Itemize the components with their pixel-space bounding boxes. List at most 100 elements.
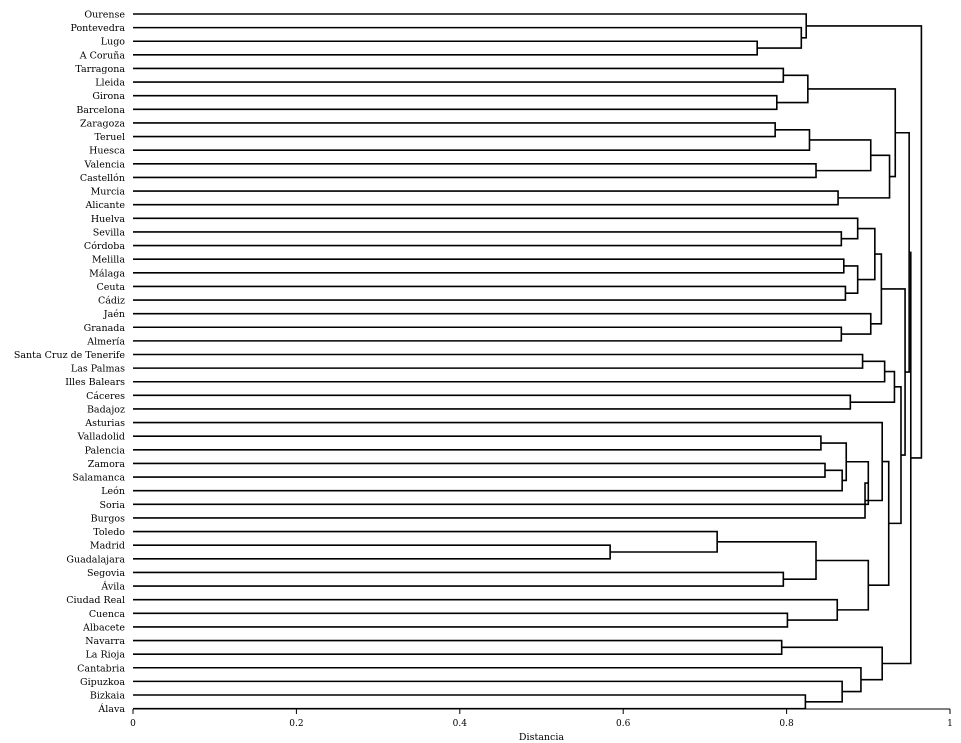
dendrogram-link [868,460,890,586]
dendrogram-link [133,544,611,560]
leaf-label: Tarragona [75,64,125,75]
dendrogram-link [133,258,845,274]
leaf-label: Alicante [85,200,126,211]
dendrogram-link [717,540,817,581]
leaf-label: Valladolid [77,432,125,443]
dendrogram-link [870,253,883,325]
dendrogram-link [133,462,826,478]
leaf-label: Ciudad Real [66,595,125,606]
leaf-label: Burgos [91,513,125,524]
dendrogram-link [133,469,843,492]
leaf-label: Navarra [85,636,125,647]
leaf-label: Soria [100,500,126,511]
dendrogram-link [816,559,870,611]
dendrogram-link [133,40,758,56]
x-tick-label: 0.6 [616,719,631,729]
dendrogram-link [133,421,883,502]
dendrogram-link [850,370,896,403]
leaf-label: Zamora [88,459,126,470]
dendrogram-link [133,163,817,179]
leaf-label: Las Palmas [71,364,125,375]
dendrogram-link [133,460,870,506]
leaf-label: Almería [86,336,125,347]
dendrogram-link [133,128,811,151]
dendrogram-link [133,482,869,519]
leaf-label: Bizkaia [90,691,125,702]
leaf-label: Ourense [84,10,125,21]
leaf-label: Melilla [92,255,126,266]
dendrogram-link [133,353,864,369]
dendrogram-link [133,26,803,49]
x-tick-label: 0.4 [453,719,468,729]
dendrogram-link [807,88,897,178]
dendrogram-link [776,74,809,104]
dendrogram-link [133,612,789,628]
dendrogram-link [133,231,843,247]
leaf-label: Álava [97,703,125,715]
dendrogram-link [133,680,843,703]
dendrogram-link [133,217,859,240]
leaf-label: Cádiz [98,296,125,307]
dendrogram-link [133,666,862,693]
leaf-label: Granada [84,323,126,334]
dendrogram-link [133,598,839,621]
leaf-label: León [101,486,125,497]
leaf-label: Pontevedra [70,23,125,34]
x-tick-label: 0.8 [779,719,794,729]
leaf-label: Valencia [84,159,126,170]
leaf-label: Lugo [101,37,126,48]
x-tick-label: 1 [947,719,953,729]
dendrogram-link [133,312,872,335]
leaf-label: Teruel [94,132,125,143]
x-ticks: 0 0.2 0.4 0.6 0.8 1 [130,709,953,729]
x-axis: 0 0.2 0.4 0.6 0.8 1 Distancia [130,708,953,743]
leaf-label: Sevilla [93,227,126,238]
dendrogram-link [133,530,718,553]
dendrogram-link [133,394,852,410]
dendrogram-link [133,122,776,138]
dendrogram-link [133,285,847,301]
dendrogram-link [133,694,807,710]
dendrogram-link [781,646,883,681]
leaf-label: Gipuzkoa [80,677,125,688]
x-tick-label: 0.2 [289,719,303,729]
leaf-label: La Rioja [85,650,125,661]
dendrogram-link [133,190,839,206]
dendrogram-link [133,360,886,383]
dendrogram-link [133,13,808,39]
leaf-label: Badajoz [87,404,125,415]
dendrogram-link [806,25,923,459]
leaf-label: Cantabria [77,663,125,674]
leaf-label: Cáceres [86,391,125,402]
leaf-label: Albacete [82,622,125,633]
leaf-label: A Coruña [79,50,126,61]
leaf-label: Málaga [89,268,125,279]
leaf-labels: Ourense Pontevedra Lugo A Coruña Tarragona Ll… [14,10,126,716]
x-axis-title: Distancia [519,732,564,743]
leaf-label: Salamanca [72,473,125,484]
leaf-label: Ceuta [97,282,126,293]
leaf-label: Barcelona [76,105,125,116]
leaf-label: Guadalajara [66,554,125,565]
leaf-label: Illes Balears [65,377,125,388]
dendrogram-link [133,326,843,342]
leaf-label: Segovia [87,568,125,579]
leaf-label: Murcia [91,187,126,198]
leaf-label: Ávila [100,581,125,593]
dendrogram-link [133,67,785,83]
dendrogram-link [133,435,822,451]
leaf-label: Córdoba [84,241,125,252]
leaf-label: Toledo [93,527,125,538]
leaf-label: Santa Cruz de Tenerife [14,350,126,361]
dendrogram-link [809,139,872,172]
leaf-label: Girona [92,91,125,102]
dendrogram-link [857,227,876,281]
leaf-label: Cuenca [89,609,125,620]
leaf-label: Huelva [91,214,125,225]
dendrogram-link [838,154,891,199]
dendrogram-link [133,639,783,655]
dendrogram-link [133,571,785,587]
leaf-label: Asturias [84,418,125,429]
dendrogram-link [895,131,910,373]
